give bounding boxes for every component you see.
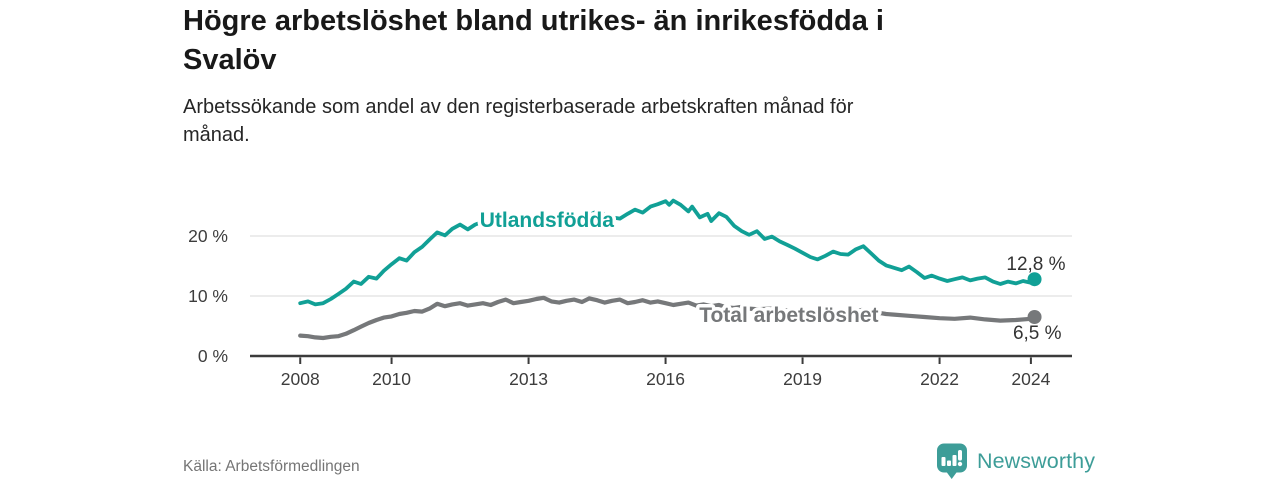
series-end-value-label: 12,8 % <box>1006 254 1065 275</box>
y-axis-tick-label: 20 % <box>188 226 228 246</box>
newsworthy-wordmark: Newsworthy <box>977 449 1096 473</box>
x-axis-tick-label: 2022 <box>920 369 959 389</box>
bar-1 <box>941 457 946 466</box>
series-line <box>298 198 1037 307</box>
source-caption: Källa: Arbetsförmedlingen <box>183 458 360 475</box>
x-axis-tick-label: 2019 <box>783 369 822 389</box>
bar-3 <box>952 455 957 466</box>
newsworthy-logo[interactable]: Newsworthy <box>936 443 1095 480</box>
newsworthy-bubble-chart-icon <box>937 443 967 479</box>
exclamation-dot <box>957 461 963 467</box>
series-label: Total arbetslöshet <box>699 304 878 327</box>
series-end-value-label: 6,5 % <box>1013 323 1062 344</box>
y-axis-tick-label: 10 % <box>188 286 228 306</box>
exclamation-stem <box>958 450 962 461</box>
x-axis-tick-label: 2010 <box>372 369 411 389</box>
y-axis-tick-label: 0 % <box>198 346 228 366</box>
series-line <box>298 295 1037 341</box>
series-label: Utlandsfödda <box>480 209 614 232</box>
x-axis-tick-label: 2008 <box>281 369 320 389</box>
series-end-dot <box>1027 272 1042 287</box>
x-axis-tick-label: 2024 <box>1011 369 1050 389</box>
series-end-dot <box>1027 310 1042 324</box>
page-title: Högre arbetslöshet bland utrikes- än inr… <box>183 5 884 76</box>
x-axis-tick-label: 2013 <box>509 369 548 389</box>
bar-2 <box>947 460 951 466</box>
x-axis-tick-label: 2016 <box>646 369 685 389</box>
chart-subtitle: Arbetssökande som andel av den registerb… <box>183 96 854 146</box>
